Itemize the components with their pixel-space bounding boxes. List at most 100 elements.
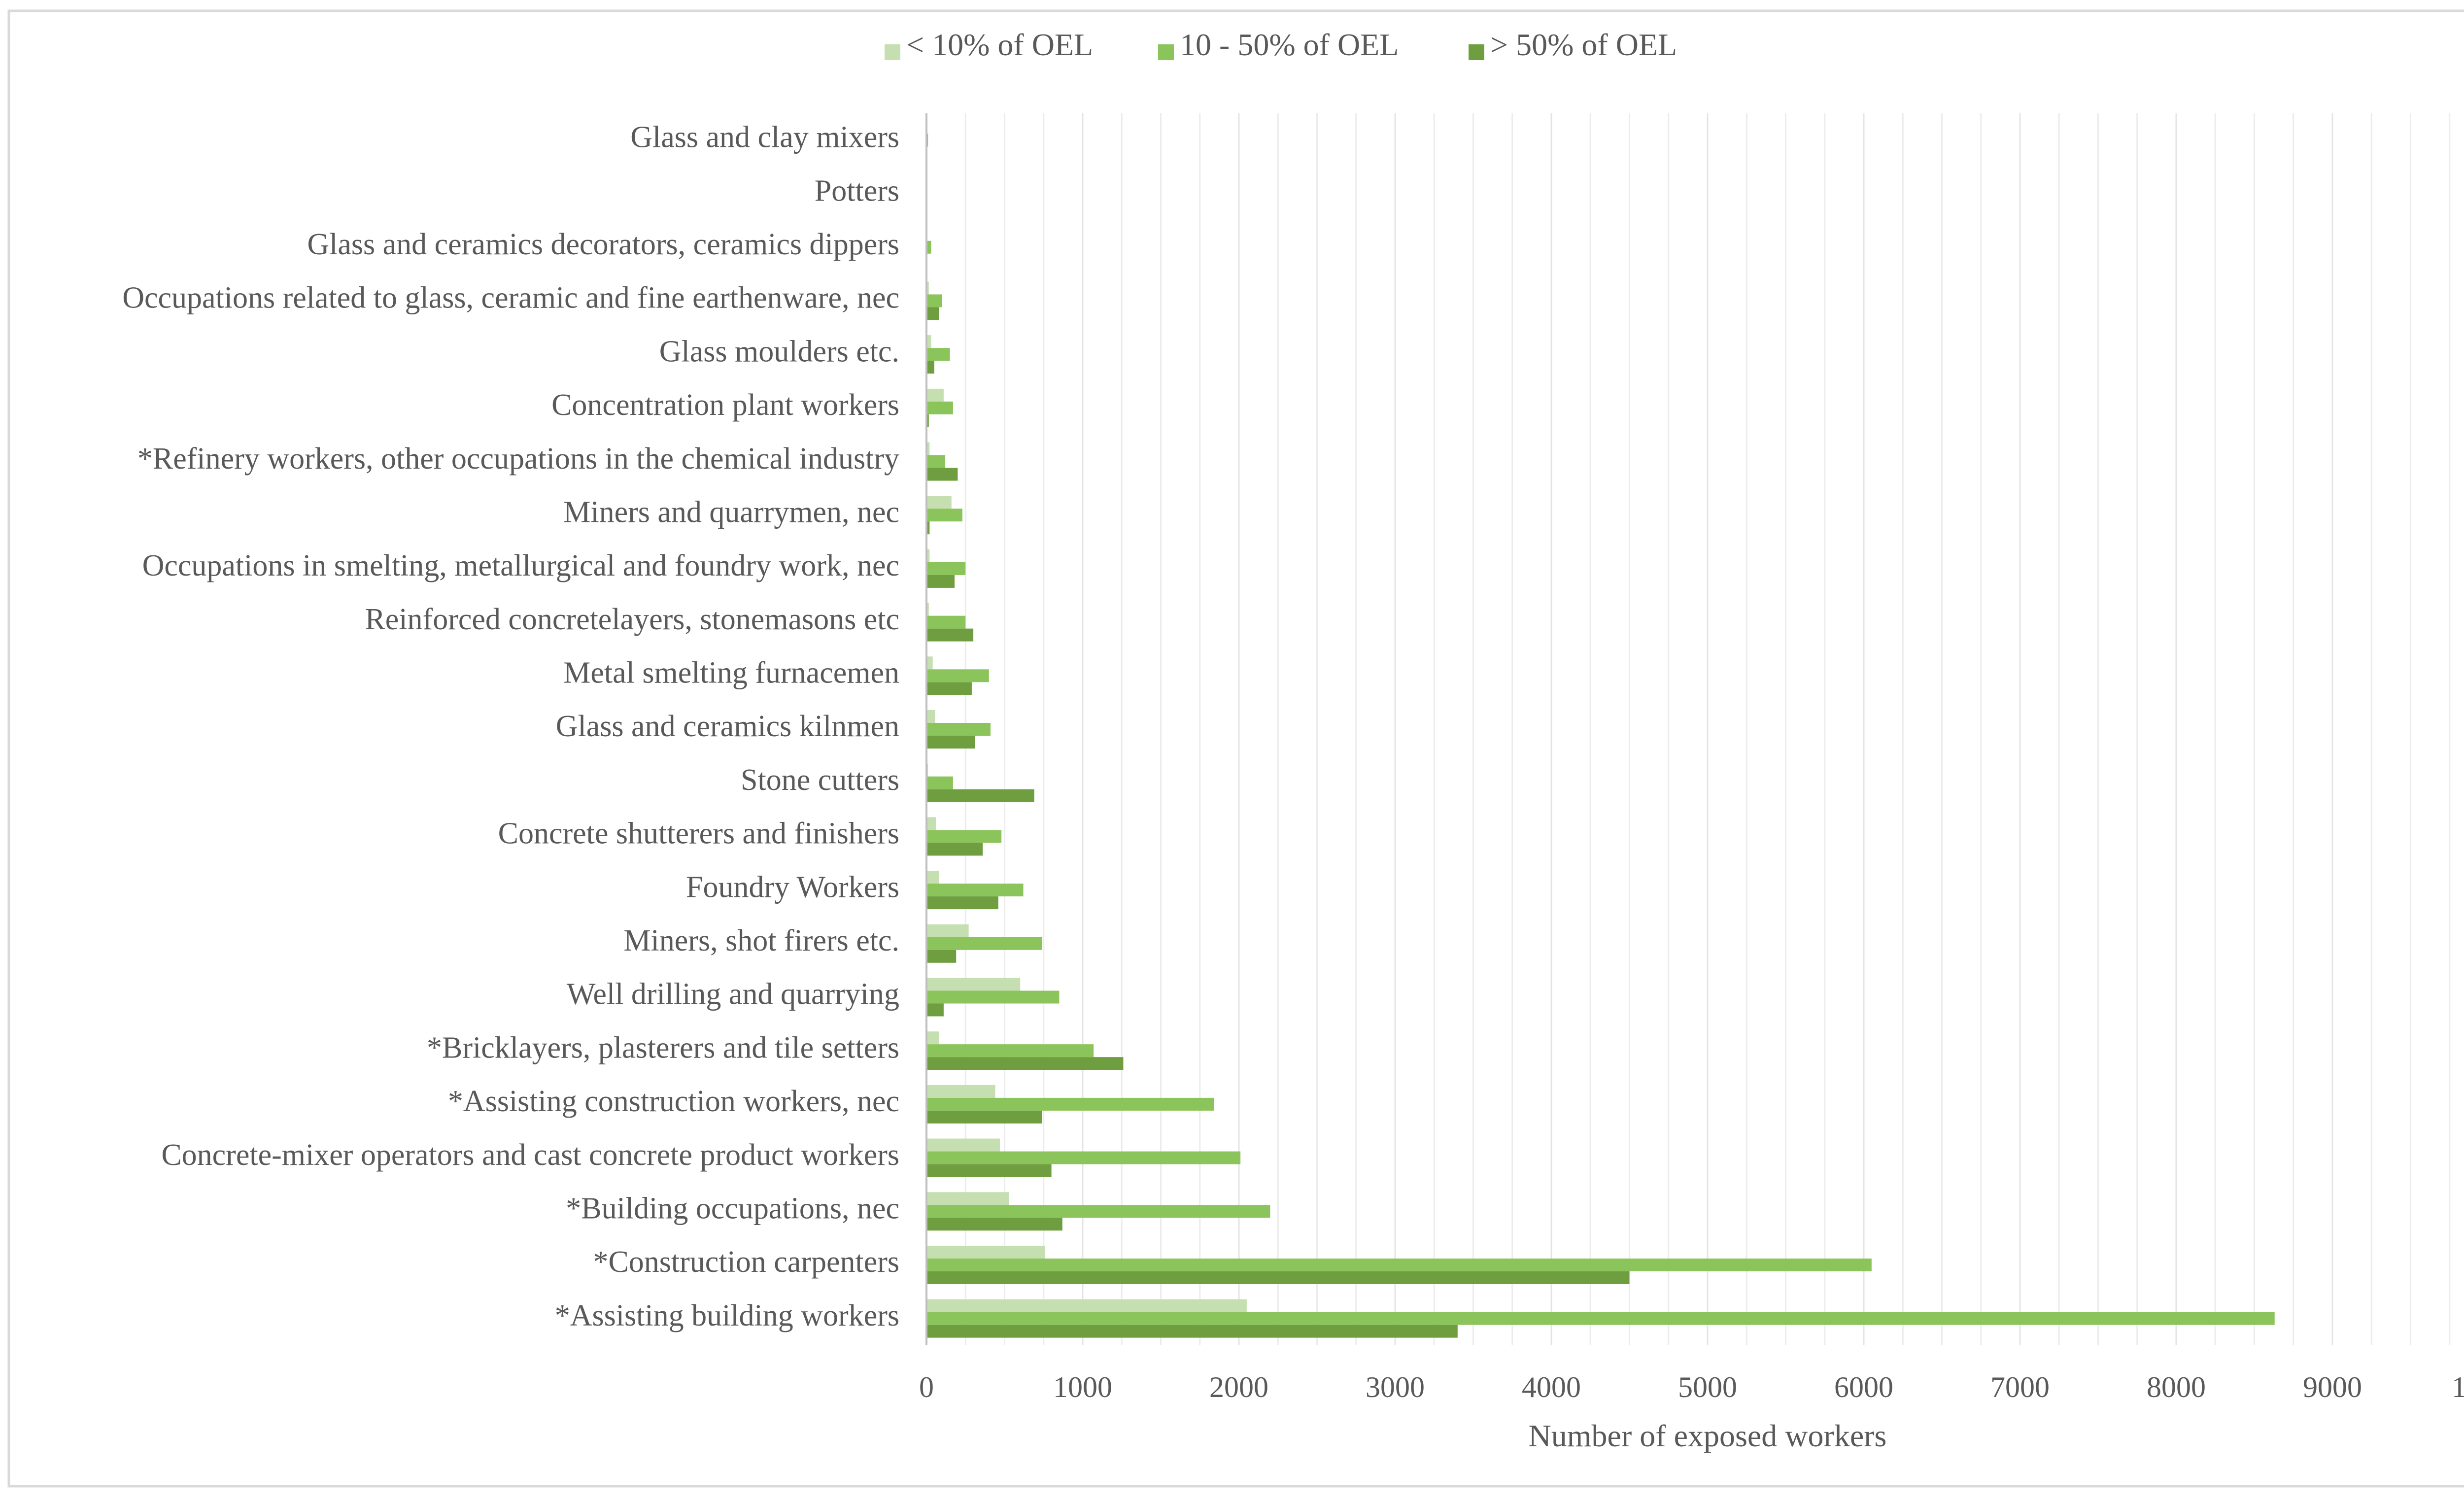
x-tick-labels: 0 1000 2000 3000 4000 5000 6000 7000 8000 9000 100… bbox=[919, 1371, 2464, 1403]
bar-10to50-22 bbox=[926, 1258, 1872, 1271]
category-label: Concentration plant workers bbox=[551, 388, 899, 422]
legend-swatch bbox=[1469, 44, 1484, 60]
bar-lt10-20 bbox=[926, 1138, 1000, 1152]
category-label: Concrete-mixer operators and cast concre… bbox=[161, 1138, 899, 1172]
category-label: Potters bbox=[815, 174, 899, 207]
category-label: Miners and quarrymen, nec bbox=[563, 495, 899, 529]
category-label: Occupations in smelting, metallurgical a… bbox=[142, 549, 899, 582]
bar-gt50-7 bbox=[926, 468, 958, 481]
bar-10to50-5 bbox=[926, 348, 950, 361]
legend-swatch bbox=[885, 44, 900, 60]
x-tick-label: 5000 bbox=[1678, 1371, 1737, 1403]
bar-10to50-23 bbox=[926, 1312, 2275, 1325]
bar-gt50-18 bbox=[926, 1057, 1124, 1070]
category-label: Miners, shot firers etc. bbox=[623, 924, 899, 957]
category-label: Foundry Workers bbox=[686, 870, 899, 904]
category-label: *Refinery workers, other occupations in … bbox=[137, 442, 899, 476]
bar-gt50-15 bbox=[926, 896, 998, 910]
bar-gt50-19 bbox=[926, 1110, 1042, 1124]
legend-label: < 10% of OEL bbox=[906, 27, 1093, 62]
bar-10to50-6 bbox=[926, 401, 953, 414]
bar-gt50-21 bbox=[926, 1218, 1062, 1231]
category-label: Glass and ceramics decorators, ceramics … bbox=[307, 228, 899, 261]
category-label: Reinforced concretelayers, stonemasons e… bbox=[365, 603, 899, 636]
legend-swatch bbox=[1158, 44, 1174, 60]
bar-lt10-21 bbox=[926, 1192, 1010, 1205]
bar-gt50-5 bbox=[926, 361, 934, 374]
category-label: Occupations related to glass, ceramic an… bbox=[122, 281, 899, 315]
bar-gt50-17 bbox=[926, 1003, 944, 1017]
x-tick-label: 7000 bbox=[1990, 1371, 2050, 1403]
bar-gt50-8 bbox=[926, 521, 930, 535]
gridlines bbox=[925, 113, 2451, 1345]
category-label: *Construction carpenters bbox=[593, 1245, 899, 1279]
category-label: Concrete shutterers and finishers bbox=[498, 817, 899, 851]
x-tick-label: 8000 bbox=[2147, 1371, 2206, 1403]
bar-lt10-8 bbox=[926, 496, 952, 509]
category-label: Metal smelting furnacemen bbox=[563, 656, 899, 690]
x-tick-label: 3000 bbox=[1366, 1371, 1425, 1403]
bar-lt10-9 bbox=[926, 549, 930, 562]
bar-lt10-6 bbox=[926, 388, 944, 402]
category-label: Well drilling and quarrying bbox=[567, 978, 899, 1011]
bar-10to50-19 bbox=[926, 1097, 1214, 1111]
bar-lt10-23 bbox=[926, 1299, 1247, 1312]
bar-10to50-20 bbox=[926, 1151, 1241, 1164]
bar-10to50-17 bbox=[926, 990, 1060, 1004]
bar-gt50-4 bbox=[926, 307, 939, 320]
bar-10to50-15 bbox=[926, 884, 1024, 897]
bar-lt10-18 bbox=[926, 1031, 939, 1045]
legend: < 10% of OEL 10 - 50% of OEL > 50% of OEL bbox=[885, 27, 1677, 62]
legend-label: > 50% of OEL bbox=[1490, 27, 1677, 62]
chart-frame bbox=[7, 9, 2464, 1488]
bar-10to50-12 bbox=[926, 723, 991, 736]
x-tick-label: 6000 bbox=[1834, 1371, 1893, 1403]
bar-10to50-10 bbox=[926, 615, 966, 629]
category-label: Glass moulders etc. bbox=[659, 335, 899, 368]
bar-gt50-23 bbox=[926, 1325, 1458, 1338]
bar-10to50-13 bbox=[926, 776, 953, 789]
bar-10to50-14 bbox=[926, 830, 1002, 843]
bar-gt50-11 bbox=[926, 682, 972, 695]
bar-10to50-4 bbox=[926, 294, 942, 307]
bar-lt10-14 bbox=[926, 817, 936, 830]
bar-gt50-22 bbox=[926, 1271, 1630, 1284]
bar-lt10-16 bbox=[926, 924, 969, 937]
bar-lt10-19 bbox=[926, 1085, 995, 1098]
category-label: Glass and ceramics kilnmen bbox=[556, 710, 899, 743]
bar-10to50-9 bbox=[926, 562, 966, 575]
bar-lt10-17 bbox=[926, 978, 1021, 991]
bar-gt50-16 bbox=[926, 950, 957, 963]
category-label: *Assisting construction workers, nec bbox=[448, 1085, 899, 1118]
category-label: *Assisting building workers bbox=[555, 1299, 899, 1332]
bar-10to50-16 bbox=[926, 937, 1042, 950]
x-tick-label: 10000 bbox=[2452, 1371, 2464, 1403]
bar-10to50-3 bbox=[926, 240, 931, 254]
category-label: Stone cutters bbox=[741, 763, 899, 797]
bar-10to50-11 bbox=[926, 669, 989, 682]
bar-10to50-18 bbox=[926, 1044, 1094, 1057]
legend-label: 10 - 50% of OEL bbox=[1180, 27, 1399, 62]
x-tick-label: 9000 bbox=[2303, 1371, 2362, 1403]
bar-gt50-10 bbox=[926, 628, 974, 642]
bar-gt50-6 bbox=[926, 414, 929, 427]
bar-lt10-12 bbox=[926, 710, 935, 723]
bar-lt10-10 bbox=[926, 603, 929, 616]
bar-10to50-8 bbox=[926, 509, 962, 522]
bar-10to50-21 bbox=[926, 1205, 1270, 1218]
bar-gt50-20 bbox=[926, 1164, 1052, 1177]
x-tick-label: 1000 bbox=[1053, 1371, 1112, 1403]
bar-gt50-13 bbox=[926, 789, 1034, 802]
bar-gt50-14 bbox=[926, 843, 983, 856]
bar-lt10-5 bbox=[926, 335, 931, 348]
x-tick-label: 2000 bbox=[1209, 1371, 1268, 1403]
bar-lt10-4 bbox=[926, 281, 929, 295]
bars bbox=[926, 134, 2275, 1338]
bar-lt10-11 bbox=[926, 656, 933, 670]
bar-10to50-7 bbox=[926, 455, 946, 468]
bar-gt50-9 bbox=[926, 575, 955, 588]
x-tick-label: 4000 bbox=[1522, 1371, 1581, 1403]
bar-lt10-15 bbox=[926, 871, 939, 884]
bar-lt10-7 bbox=[926, 442, 930, 455]
